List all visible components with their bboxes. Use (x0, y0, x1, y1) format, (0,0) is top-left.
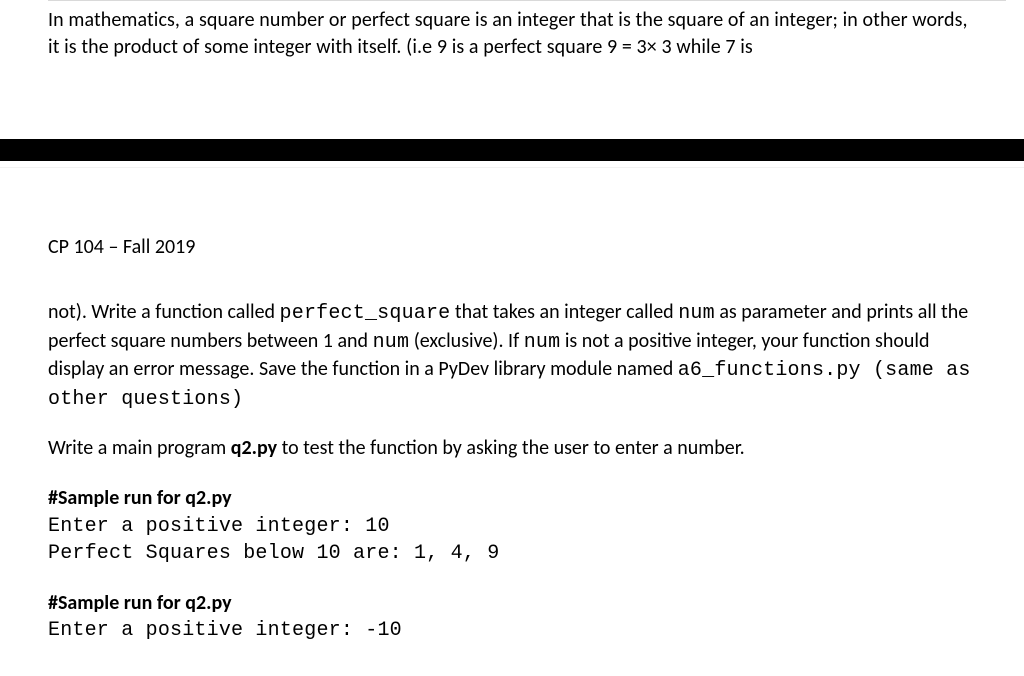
p2-t1: Write a main program (48, 436, 231, 460)
sample2-line1: Enter a positive integer: -10 (48, 617, 976, 645)
sample-run-1: #Sample run for q2.py Enter a positive i… (0, 463, 1024, 568)
page-root: In mathematics, a square number or perfe… (0, 0, 1024, 676)
code-num-1: num (678, 302, 715, 325)
instructions-paragraph: not). Write a function called perfect_sq… (0, 261, 1024, 413)
p1-t2: that takes an integer called (450, 300, 678, 324)
sample1-title: #Sample run for q2.py (48, 485, 976, 513)
course-text: CP 104 – Fall 2019 (48, 235, 195, 259)
intro-paragraph: In mathematics, a square number or perfe… (0, 1, 1024, 61)
sample1-line1: Enter a positive integer: 10 (48, 513, 976, 541)
p2-t2: to test the function by asking the user … (277, 436, 745, 460)
q2py-bold: q2.py (231, 436, 277, 460)
sample2-title: #Sample run for q2.py (48, 590, 976, 618)
code-num-2: num (373, 331, 410, 354)
p1-t4: (exclusive). If (409, 329, 524, 353)
spacer (0, 61, 1024, 139)
intro-text: In mathematics, a square number or perfe… (48, 8, 968, 59)
course-heading: CP 104 – Fall 2019 (0, 168, 1024, 261)
sample1-line2: Perfect Squares below 10 are: 1, 4, 9 (48, 540, 976, 568)
main-program-paragraph: Write a main program q2.py to test the f… (0, 413, 1024, 463)
code-num-3: num (524, 331, 561, 354)
p1-t1: not). Write a function called (48, 300, 280, 324)
sample-run-2: #Sample run for q2.py Enter a positive i… (0, 568, 1024, 645)
page-divider-bar (0, 139, 1024, 161)
code-perfect-square: perfect_square (280, 302, 451, 325)
